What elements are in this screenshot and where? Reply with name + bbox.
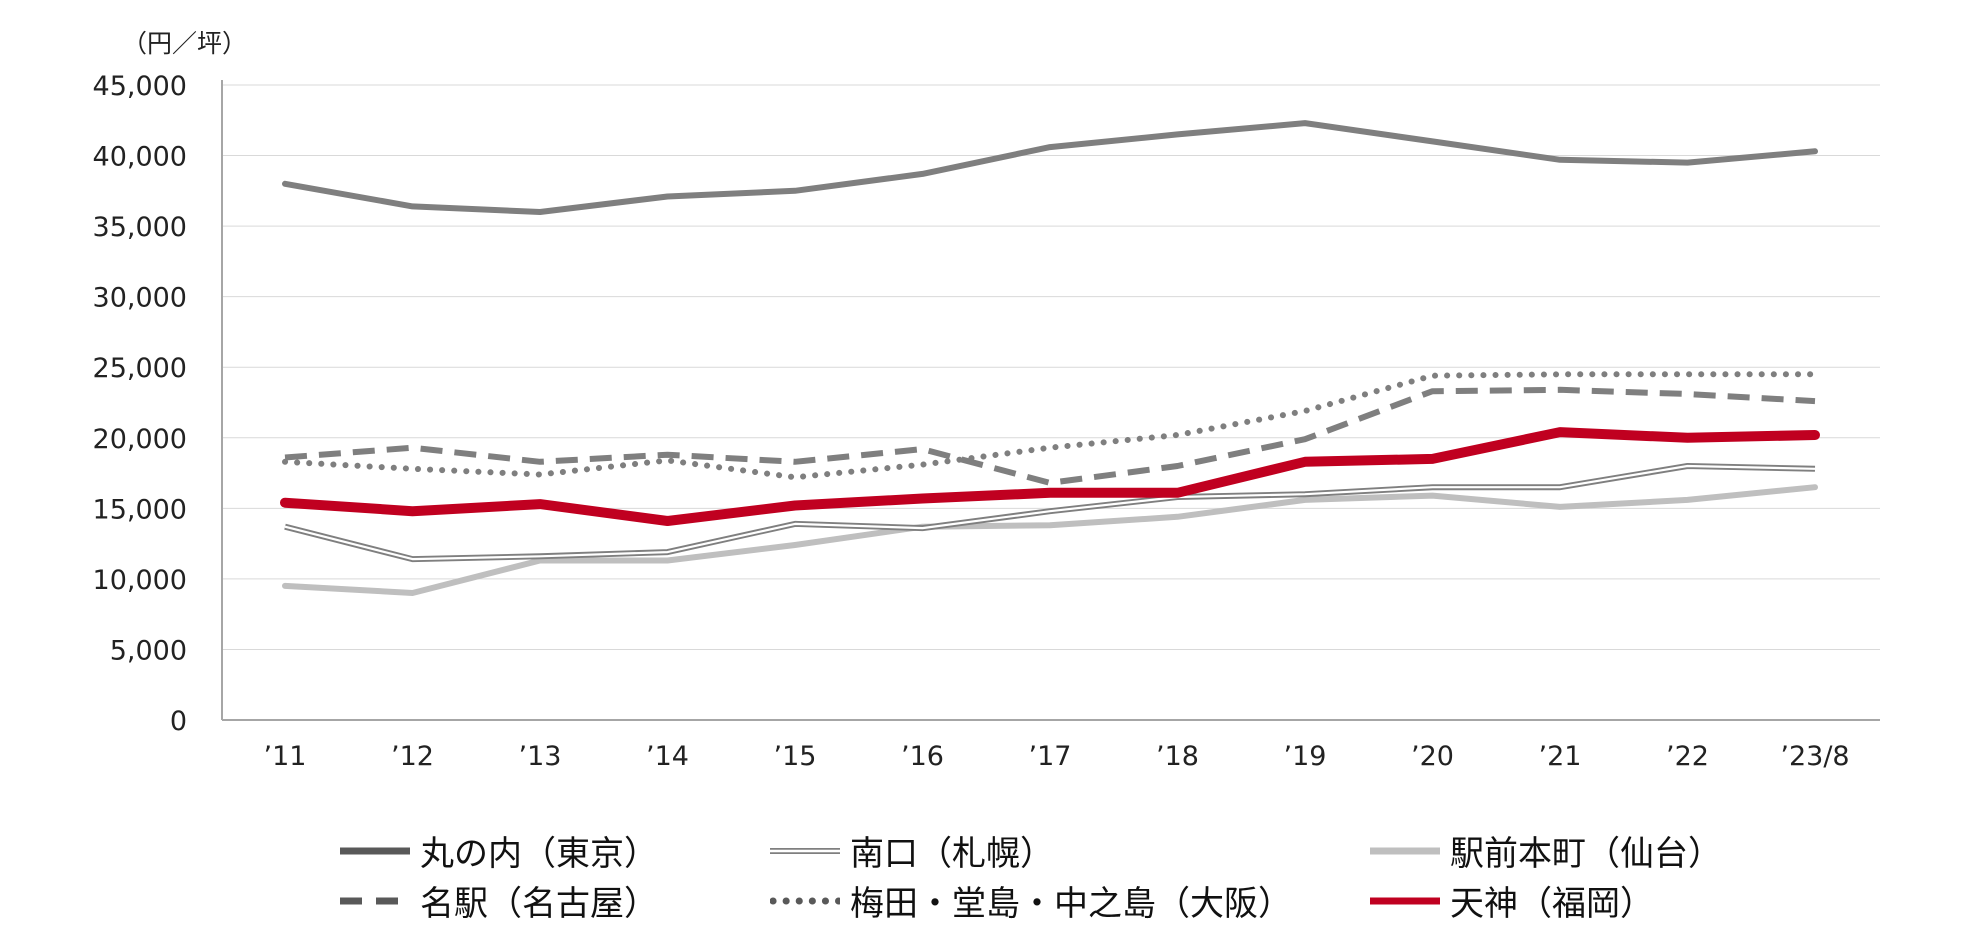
x-tick-label: ’13 <box>519 741 562 772</box>
legend-swatch-osaka <box>770 897 840 904</box>
legend-label-marunouchi: 丸の内（東京） <box>420 834 658 874</box>
y-tick-label: 15,000 <box>93 494 187 525</box>
series-line-5 <box>280 427 1820 526</box>
x-tick-label: ’23/8 <box>1780 741 1849 772</box>
legend-label-sapporo: 南口（札幌） <box>850 834 1054 874</box>
legend-item-sendai: 駅前本町（仙台） <box>1370 826 1722 875</box>
y-tick-label: 5,000 <box>110 635 187 666</box>
x-tick-label: ’19 <box>1284 741 1327 772</box>
y-axis-unit-label: （円／坪） <box>122 29 248 58</box>
y-tick-label: 30,000 <box>93 283 187 314</box>
series-line-2 <box>282 484 1818 596</box>
series-line-3 <box>284 386 1816 486</box>
y-tick-label: 25,000 <box>93 353 187 384</box>
series-line-1-inner <box>284 464 1816 561</box>
legend-item-marunouchi: 丸の内（東京） <box>340 826 658 875</box>
x-tick-label: ’20 <box>1411 741 1454 772</box>
x-tick-label: ’12 <box>391 741 434 772</box>
y-tick-label: 10,000 <box>93 565 187 596</box>
y-tick-label: 35,000 <box>93 212 187 243</box>
x-tick-label: ’21 <box>1539 741 1582 772</box>
legend-swatch-marunouchi <box>340 847 410 854</box>
legend-swatch-fukuoka <box>1370 897 1440 904</box>
x-tick-label: ’22 <box>1666 741 1709 772</box>
y-tick-label: 0 <box>170 706 187 737</box>
legend-swatch-sapporo <box>770 847 840 854</box>
x-tick-label: ’11 <box>264 741 307 772</box>
legend-label-nagoya: 名駅（名古屋） <box>420 884 658 924</box>
legend-swatch-nagoya <box>340 897 410 904</box>
legend-item-osaka: 梅田・堂島・中之島（大阪） <box>770 876 1292 925</box>
legend: 丸の内（東京） 南口（札幌） 駅前本町（仙台） 名駅（名古屋） 梅田・堂島・中之… <box>340 826 1740 946</box>
legend-label-osaka: 梅田・堂島・中之島（大阪） <box>850 884 1292 924</box>
legend-label-fukuoka: 天神（福岡） <box>1450 884 1654 924</box>
legend-item-nagoya: 名駅（名古屋） <box>340 876 658 925</box>
x-tick-label: ’15 <box>774 741 817 772</box>
series-line-1 <box>284 463 1816 563</box>
y-tick-label: 20,000 <box>93 424 187 455</box>
series-line-4 <box>282 371 1818 481</box>
legend-swatch-sendai <box>1370 847 1440 854</box>
legend-item-sapporo: 南口（札幌） <box>770 826 1054 875</box>
y-tick-label: 45,000 <box>93 71 187 102</box>
x-tick-label: ’14 <box>646 741 689 772</box>
x-tick-label: ’18 <box>1156 741 1199 772</box>
series-line-0 <box>282 120 1818 215</box>
legend-item-fukuoka: 天神（福岡） <box>1370 876 1654 925</box>
legend-label-sendai: 駅前本町（仙台） <box>1450 834 1722 874</box>
x-tick-label: ’17 <box>1029 741 1072 772</box>
y-tick-label: 40,000 <box>93 142 187 173</box>
x-tick-label: ’16 <box>901 741 944 772</box>
